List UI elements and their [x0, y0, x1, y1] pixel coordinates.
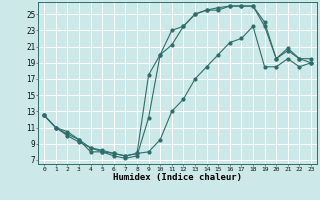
- X-axis label: Humidex (Indice chaleur): Humidex (Indice chaleur): [113, 173, 242, 182]
